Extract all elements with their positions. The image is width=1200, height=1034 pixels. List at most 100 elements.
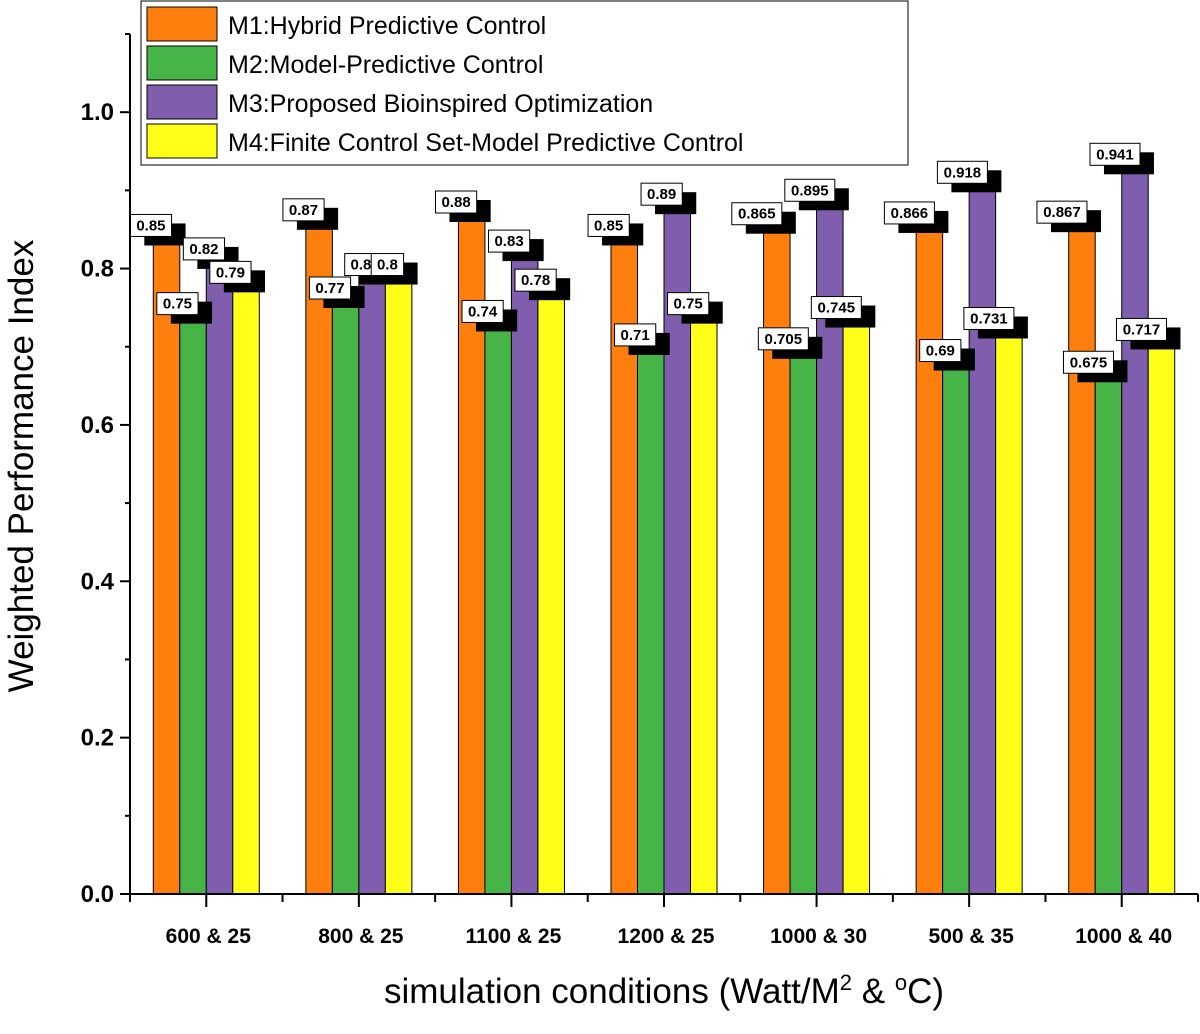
data-label: 0.865 (738, 206, 776, 223)
data-label-box (883, 201, 935, 225)
data-label: 0.78 (521, 272, 550, 289)
x-tick-label: 600 & 25 (166, 925, 252, 948)
data-label-box (514, 268, 557, 292)
data-label: 0.675 (1070, 354, 1108, 371)
data-label-box (1062, 350, 1114, 374)
bar-2-6 (942, 354, 970, 895)
bar-4-5 (842, 311, 871, 895)
bar-3-7 (1121, 157, 1149, 895)
x-tick-label: 500 & 35 (929, 925, 1015, 948)
bar-3-6 (968, 175, 997, 895)
data-label: 0.866 (891, 205, 929, 222)
data-label-box (182, 237, 226, 261)
bar-1-1 (152, 228, 181, 895)
x-axis-title: simulation conditions (Watt/M2 & oC) (384, 970, 944, 1011)
bar-4-7 (1147, 332, 1176, 895)
data-label: 0.8 (377, 257, 398, 274)
data-label: 0.85 (136, 217, 165, 234)
y-tick-label: 0.6 (81, 412, 114, 439)
data-label: 0.867 (1043, 204, 1081, 221)
x-tick-label: 1000 & 30 (770, 925, 867, 948)
data-label-box (731, 202, 783, 226)
x-tick-label: 800 & 25 (318, 925, 404, 948)
y-tick-label: 0.2 (81, 725, 114, 752)
bar-4-3 (537, 283, 565, 895)
legend-swatch (146, 45, 218, 81)
data-label: 0.71 (621, 327, 650, 344)
legend-box (140, 0, 909, 166)
data-label: 0.89 (647, 186, 676, 203)
data-label: 0.87 (289, 202, 318, 219)
bars (152, 157, 1176, 895)
data-label-box (614, 323, 657, 347)
data-label: 0.941 (1096, 146, 1134, 163)
x-tick-label: 1100 & 25 (466, 925, 562, 948)
data-label-box (370, 253, 405, 277)
data-label-box (757, 327, 809, 351)
data-label-box (667, 292, 710, 316)
data-label: 0.705 (765, 331, 803, 348)
bar-2-3 (484, 314, 512, 895)
legend-label: M1:Hybrid Predictive Control (228, 12, 546, 40)
data-label-box (919, 339, 962, 363)
data-label: 0.745 (818, 300, 856, 317)
data-label: 0.731 (970, 310, 1008, 327)
bar-3-2 (358, 268, 386, 895)
data-label-box (810, 296, 862, 320)
data-label-box (282, 198, 325, 222)
bar-4-4 (690, 307, 718, 895)
bar-1-5 (763, 217, 791, 895)
bar-1-7 (1068, 215, 1096, 895)
legend-label: M3:Proposed Bioinspired Optimization (228, 90, 653, 118)
data-label: 0.83 (494, 233, 523, 250)
bar-2-2 (331, 291, 360, 895)
bar-2-4 (637, 338, 665, 895)
data-label: 0.85 (594, 217, 623, 234)
data-label: 0.75 (674, 296, 703, 313)
legend: M1:Hybrid Predictive Control M2:Model-Pre… (140, 0, 909, 166)
bar-3-1 (205, 252, 234, 895)
bar-4-2 (384, 268, 413, 895)
bar-3-3 (510, 244, 539, 895)
data-label: 0.8 (350, 257, 371, 274)
data-label: 0.895 (791, 182, 829, 199)
bar-4-1 (232, 275, 260, 895)
y-tick-label: 0.4 (81, 568, 115, 595)
y-tick-label: 0.8 (81, 256, 114, 283)
data-label: 0.717 (1123, 321, 1161, 338)
legend-swatch (146, 123, 218, 159)
data-label: 0.74 (468, 303, 498, 320)
data-label: 0.88 (441, 194, 470, 211)
data-labels: 0.85 0.75 0.82 0.79 0.87 0.77 0.8 0.8 0.88 0.74 0.… (129, 142, 1181, 383)
data-label-box (156, 292, 199, 316)
data-label-box (1089, 142, 1141, 166)
y-axis-title: Weighted Performance Index (2, 239, 41, 692)
bar-2-1 (179, 307, 207, 895)
bar-2-5 (789, 342, 818, 895)
data-label-box (640, 182, 683, 206)
data-label-box (784, 178, 836, 202)
data-label-box (1115, 317, 1167, 341)
x-tick-label: 1000 & 40 (1075, 925, 1172, 948)
data-label: 0.75 (163, 296, 192, 313)
data-label-box (1036, 200, 1088, 224)
legend-label: M4:Finite Control Set-Model Predictive C… (228, 129, 743, 157)
data-label-box (587, 213, 630, 237)
legend-swatch (146, 84, 218, 120)
bar-1-6 (915, 216, 944, 895)
data-label: 0.79 (216, 264, 245, 281)
data-label: 0.69 (926, 343, 955, 360)
bar-4-6 (995, 321, 1023, 895)
data-label-box (461, 299, 504, 323)
x-tick-label: 1200 & 25 (618, 925, 715, 948)
data-label: 0.77 (315, 280, 344, 297)
data-label-box (308, 276, 352, 300)
y-axis-ticks: 0.0 0.2 0.4 0.6 0.8 1.0 (81, 33, 130, 908)
data-label-box (434, 190, 478, 214)
y-tick-label: 1.0 (81, 99, 114, 126)
bar-1-2 (305, 213, 333, 895)
data-label: 0.82 (189, 241, 218, 258)
x-axis-ticks: 600 & 25 800 & 25 1100 & 25 1200 & 25 1000 &… (129, 894, 1199, 948)
